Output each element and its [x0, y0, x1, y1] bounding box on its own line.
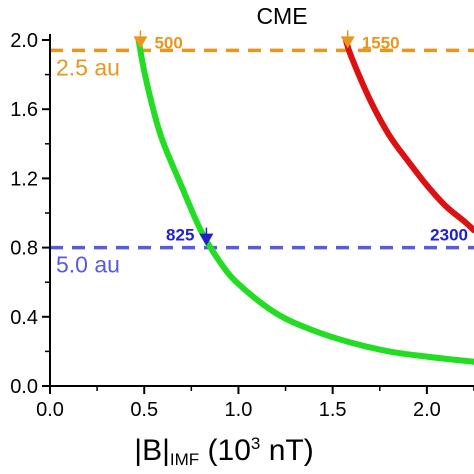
x-axis-label: |B|IMF (103 nT) — [134, 434, 313, 469]
reference-line-label-0: 2.5 au — [56, 54, 120, 80]
series-layer — [135, 37, 474, 365]
annotations: 500 1550 825 2300 — [133, 30, 468, 246]
x-tick-label-2: 1.0 — [225, 399, 253, 421]
annotation-label-0: 500 — [154, 33, 182, 52]
y-tick-label-1: 0.4 — [10, 307, 38, 329]
x-axis-label-prefix: |B| — [134, 434, 170, 467]
y-tick-label-0: 0.0 — [10, 376, 38, 398]
series-line-1 — [342, 37, 474, 234]
reference-lines: 2.5 au 5.0 au — [50, 48, 474, 278]
series-line-0 — [135, 37, 474, 365]
reference-line-label-1: 5.0 au — [56, 252, 120, 278]
x-axis-label-subscript: IMF — [170, 450, 199, 469]
y-tick-label-2: 0.8 — [10, 238, 38, 260]
x-tick-label-0: 0.0 — [36, 399, 64, 421]
chart-title: CME — [256, 3, 307, 29]
x-axis-label-suffix: nT) — [260, 434, 313, 467]
axes: 0.0 0.5 1.0 1.5 2.0 0.0 0.4 0.8 1.2 1.6 2.0 — [10, 30, 474, 421]
annotation-label-1: 1550 — [362, 33, 400, 52]
x-tick-label-1: 0.5 — [130, 399, 158, 421]
y-tick-label-3: 1.2 — [10, 168, 38, 190]
annotation-label-2: 825 — [166, 226, 194, 245]
x-axis-label-superscript: 3 — [251, 434, 260, 453]
x-tick-label-3: 1.5 — [319, 399, 347, 421]
y-tick-label-4: 1.6 — [10, 99, 38, 121]
y-tick-label-5: 2.0 — [10, 30, 38, 52]
x-axis-label-mid: (10 — [199, 434, 251, 467]
x-tick-label-4: 2.0 — [413, 399, 441, 421]
annotation-label-3: 2300 — [430, 226, 468, 245]
